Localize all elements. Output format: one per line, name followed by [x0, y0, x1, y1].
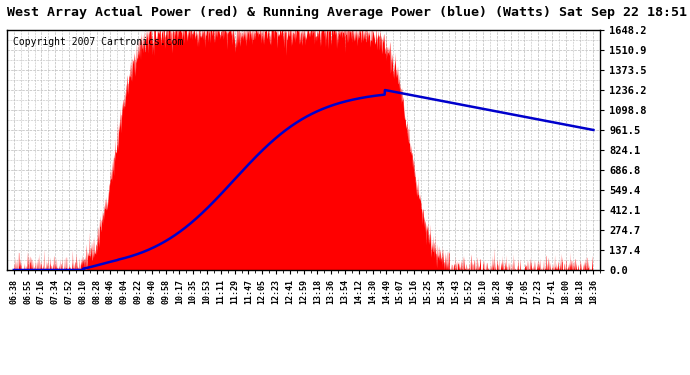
Text: West Array Actual Power (red) & Running Average Power (blue) (Watts) Sat Sep 22 : West Array Actual Power (red) & Running … [7, 6, 687, 19]
Text: Copyright 2007 Cartronics.com: Copyright 2007 Cartronics.com [13, 37, 184, 47]
